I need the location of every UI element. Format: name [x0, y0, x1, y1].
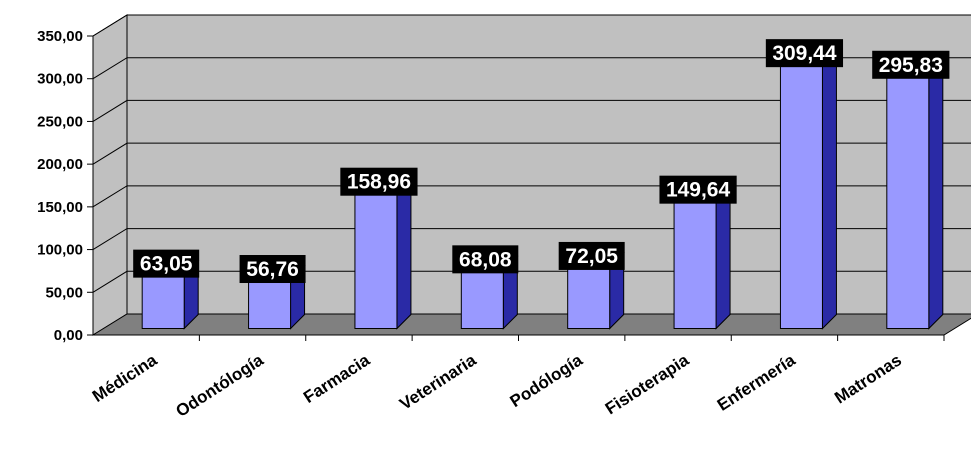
y-tick-label: 200,00	[37, 156, 83, 173]
side-wall	[92, 14, 128, 336]
bar-front	[460, 269, 504, 330]
data-label-text: 72,05	[565, 245, 618, 268]
data-label-bg	[558, 241, 625, 270]
data-label-8: 295,83	[872, 50, 950, 79]
data-label-5: 72,05	[558, 241, 625, 270]
category-label: Médicina	[89, 350, 161, 406]
gridline	[92, 57, 971, 80]
data-label-text: 158,96	[347, 171, 411, 194]
x-axis-categories: Médicina Odontólogía Farmacia Veterinaria Po…	[89, 335, 945, 421]
data-label-bg	[239, 255, 306, 284]
data-label-4: 68,08	[452, 245, 519, 274]
category-label: Odontólogía	[172, 350, 267, 421]
bar-front	[779, 63, 823, 329]
bar-side	[928, 60, 944, 330]
data-label-text: 309,44	[772, 42, 837, 65]
floor	[91, 313, 971, 336]
bar-front	[141, 274, 185, 330]
data-label-3: 158,96	[340, 167, 418, 196]
data-label-bg	[133, 249, 200, 278]
gridline	[92, 142, 971, 165]
data-label-1: 63,05	[133, 249, 200, 278]
gridline	[92, 99, 971, 122]
y-tick-label: 100,00	[37, 242, 83, 259]
bar-front	[354, 192, 398, 329]
data-label-text: 63,05	[140, 253, 193, 276]
data-label-bg	[340, 167, 418, 196]
bar-front	[248, 279, 292, 329]
data-label-text: 68,08	[459, 248, 512, 271]
bar-6	[672, 185, 732, 330]
category-label: Enfermería	[714, 350, 799, 415]
y-tick-label: 50,00	[45, 284, 83, 301]
y-tick-label: 300,00	[37, 71, 83, 88]
category-label: Matronas	[831, 350, 905, 407]
category-label: Podólogía	[507, 350, 587, 411]
data-label-6: 149,64	[659, 175, 737, 204]
data-label-bg	[765, 39, 844, 68]
data-label-text: 295,83	[879, 54, 943, 77]
bar-front	[673, 200, 717, 329]
y-tick-label: 150,00	[37, 199, 83, 216]
data-label-text: 56,76	[246, 258, 299, 281]
gridline	[92, 14, 971, 37]
data-label-text: 149,64	[666, 179, 731, 202]
bar-front	[886, 75, 930, 329]
category-label: Fisioterapia	[602, 350, 693, 418]
data-label-2: 56,76	[239, 255, 306, 284]
y-tick-label: 350,00	[37, 28, 83, 45]
bar-8	[885, 60, 945, 330]
bar-side	[821, 48, 837, 330]
y-tick-label: 250,00	[37, 113, 83, 130]
bar-side	[715, 185, 731, 330]
data-label-bg	[659, 175, 737, 204]
data-label-bg	[452, 245, 519, 274]
data-label-bg	[872, 50, 950, 79]
category-label: Veterinaria	[396, 350, 480, 414]
y-tick-label: 0,00	[54, 327, 83, 344]
data-label-7: 309,44	[765, 39, 844, 68]
data-labels: 63,05 56,76 158,96 68,08 72,05 149,64 309,44 29…	[133, 39, 950, 284]
bar-7	[779, 48, 838, 330]
bar-side	[396, 177, 412, 330]
category-label: Farmacia	[300, 350, 373, 407]
bar-3	[353, 177, 413, 330]
bar-front	[567, 266, 611, 329]
y-axis-ticks: 0,00 50,00 100,00 150,00 200,00 250,00 300,00 3…	[37, 28, 83, 344]
